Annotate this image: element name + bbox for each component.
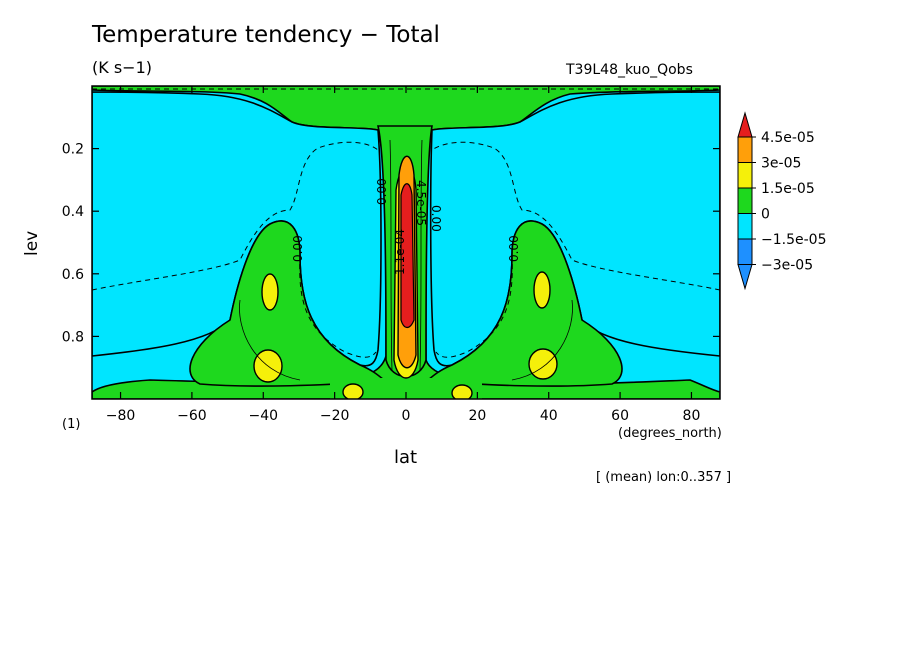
region-red-core: [400, 183, 415, 329]
chart-title: Temperature tendency − Total: [92, 22, 440, 48]
contour-label: 0.00: [291, 235, 305, 262]
colorbar-segment: [737, 136, 753, 163]
colorbar-label: 1.5e-05: [761, 181, 815, 197]
dashed-contours: [92, 88, 720, 358]
x-tick-label: 0: [402, 408, 411, 424]
colorbar-segment: [737, 162, 753, 189]
contour-label: 1.1e-04: [393, 229, 407, 275]
colorbar: 4.5e-05 3e-05 1.5e-05 0 −1.5e-05 −3e-05: [737, 111, 826, 291]
contour-labels: 0.00 0.00 0.00 0.00 1.1e-04 4.5e-05: [291, 178, 521, 275]
contour-label: 0.00: [429, 205, 443, 232]
axes-layer: −80 −60 −40 −20 0 20 40 60 80 0.2 0.4 0.6 0.8: [62, 86, 720, 424]
x-tick-label: −40: [248, 408, 278, 424]
colorbar-label: −1.5e-05: [761, 232, 826, 248]
x-tick-label: −60: [177, 408, 207, 424]
colorbar-segment: [737, 238, 753, 265]
y-tick-label: 0.2: [62, 142, 84, 158]
y-tick-label: 0.4: [62, 204, 84, 220]
colorbar-label: 0: [761, 207, 770, 223]
contour-fill-layer: [92, 86, 720, 399]
units-label: (K s−1): [92, 58, 152, 77]
x-tick-label: 80: [683, 408, 701, 424]
x-tick-label: 20: [468, 408, 486, 424]
colorbar-label: −3e-05: [761, 258, 813, 274]
contour-label: 0.00: [507, 235, 521, 262]
region-green-equator: [330, 378, 482, 399]
colorbar-extend-top: [737, 111, 753, 138]
contour-label: 4.5e-05: [414, 180, 428, 226]
x-axis-label: lat: [394, 447, 418, 468]
run-label: T39L48_kuo_Qobs: [566, 62, 693, 78]
x-tick-label: −20: [320, 408, 350, 424]
y-tick-label: 0.8: [62, 329, 84, 345]
x-tick-label: 40: [540, 408, 558, 424]
contour-label: 0.00: [375, 178, 389, 205]
thin-contours: [239, 139, 573, 381]
colorbar-extend-bottom: [737, 264, 753, 291]
y-tick-label: 0.6: [62, 267, 84, 283]
averaging-note: [ (mean) lon:0..357 ]: [596, 470, 732, 485]
x-tick-label: 60: [611, 408, 629, 424]
x-axis-units: (degrees_north): [618, 426, 722, 441]
region-green-right-arm: [426, 220, 623, 387]
figure-number: (1): [62, 417, 81, 432]
colorbar-segment: [737, 213, 753, 240]
colorbar-segment: [737, 187, 753, 214]
x-tick-label: −80: [106, 408, 136, 424]
colorbar-label: 4.5e-05: [761, 130, 815, 146]
region-green-left-arm: [189, 220, 386, 387]
colorbar-label: 3e-05: [761, 156, 801, 172]
